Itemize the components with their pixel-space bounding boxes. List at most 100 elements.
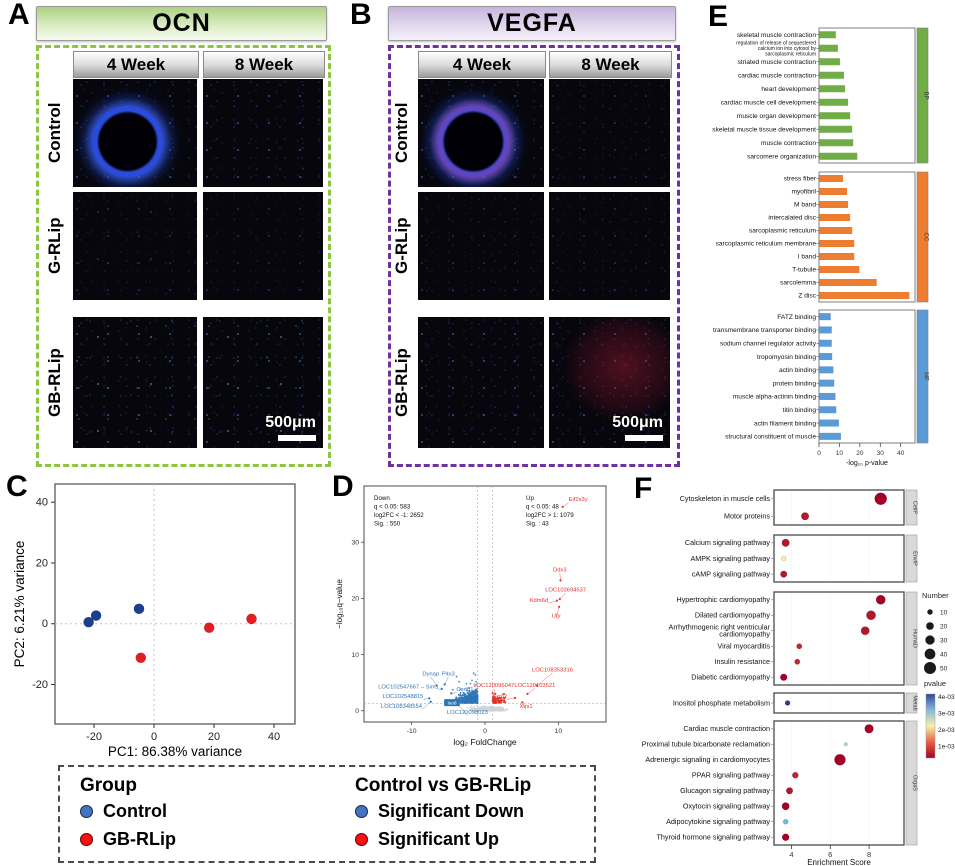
micrograph-vegfa-grlip-8w — [549, 192, 670, 300]
svg-text:muscle alpha-actinin binding: muscle alpha-actinin binding — [733, 394, 817, 401]
panel-b-row-label-gbrlip: GB-RLip — [392, 348, 411, 417]
svg-text:0: 0 — [151, 731, 157, 743]
svg-text:Adipocytokine signaling pathwa: Adipocytokine signaling pathway — [666, 817, 770, 826]
svg-text:Viral myocarditis: Viral myocarditis — [717, 642, 770, 651]
panel-a-col-header-4week: 4 Week — [73, 51, 199, 78]
svg-text:LOC120103521: LOC120103521 — [514, 683, 555, 689]
legend-item-sig-down: Significant Down — [355, 801, 524, 822]
svg-text:Cytoskeleton in muscle cells: Cytoskeleton in muscle cells — [680, 494, 771, 503]
svg-text:-log₁₀ p-value: -log₁₀ p-value — [846, 460, 888, 467]
svg-text:calcium ion into cytosol by: calcium ion into cytosol by — [758, 46, 817, 52]
svg-text:Inositol phosphate metabolism: Inositol phosphate metabolism — [673, 698, 770, 707]
legend-item-sig-down-label: Significant Down — [378, 801, 524, 821]
panel-a-row-label-grlip: G-RLip — [45, 217, 64, 275]
svg-text:structural constituent of musc: structural constituent of muscle — [725, 434, 816, 441]
svg-text:cAMP signaling pathway: cAMP signaling pathway — [692, 570, 771, 579]
go-enrichment-bars: BP skeletal muscle contraction regulation … — [700, 18, 955, 475]
micrograph-vegfa-gbrlip-4w — [418, 317, 544, 448]
svg-text:−log₁₀q−value: −log₁₀q−value — [335, 579, 344, 629]
svg-text:Oxytocin signaling pathway: Oxytocin signaling pathway — [683, 802, 771, 811]
svg-text:sarcolemma: sarcolemma — [780, 280, 816, 287]
svg-text:Hypertrophic cardiomyopathy: Hypertrophic cardiomyopathy — [677, 595, 771, 604]
panel-b-row-label-control: Control — [392, 102, 411, 164]
svg-text:sarcoplasmic reticulum: sarcoplasmic reticulum — [765, 51, 816, 57]
micrograph-ocn-control-4w — [73, 79, 197, 187]
svg-text:Kdm6d: Kdm6d — [530, 598, 548, 604]
svg-text:40: 40 — [897, 450, 905, 457]
svg-text:Dynap: Dynap — [422, 671, 439, 677]
svg-text:Pitx3: Pitx3 — [442, 671, 455, 677]
svg-text:CellP: CellP — [912, 501, 918, 514]
svg-text:M band: M band — [794, 202, 816, 209]
svg-text:4e-03: 4e-03 — [938, 694, 955, 701]
panel-a-box: 4 Week 8 Week Control G-RLip GB-RLip 500… — [36, 45, 331, 467]
panel-a-letter: A — [8, 0, 30, 31]
svg-text:40: 40 — [36, 497, 48, 509]
legend-item-control: Control — [80, 801, 167, 822]
svg-text:Up: Up — [526, 495, 534, 502]
svg-text:BP: BP — [923, 91, 929, 99]
svg-text:sarcoplasmic reticulum membran: sarcoplasmic reticulum membrane — [716, 241, 817, 248]
svg-text:10: 10 — [836, 450, 844, 457]
scale-bar-a-text: 500μm — [265, 414, 316, 431]
svg-text:2e-03: 2e-03 — [938, 727, 955, 734]
svg-text:regulation of release of seque: regulation of release of sequestered — [736, 41, 816, 47]
svg-text:Arrhythmogenic right ventricul: Arrhythmogenic right ventricular — [669, 623, 771, 632]
svg-text:LOC120098023: LOC120098023 — [447, 710, 488, 716]
svg-text:Insulin resistance: Insulin resistance — [714, 657, 770, 666]
sig-up-dot-icon — [355, 833, 368, 846]
panel-b-letter: B — [350, 0, 372, 31]
svg-text:intercalated disc: intercalated disc — [768, 215, 816, 222]
control-dot-icon — [80, 805, 93, 818]
panel-f-letter: F — [634, 472, 653, 505]
panel-b-col-header-4week: 4 Week — [418, 51, 546, 78]
svg-text:40: 40 — [268, 731, 280, 743]
panel-d-letter: D — [332, 470, 354, 503]
scale-bar-b: 500μm — [612, 414, 663, 441]
svg-text:LOC102547667 – Sim1: LOC102547667 – Sim1 — [378, 684, 439, 690]
svg-text:Diabetic cardiomyopathy: Diabetic cardiomyopathy — [691, 673, 770, 682]
svg-text:sarcomere organization: sarcomere organization — [747, 153, 816, 160]
panel-b-box: 4 Week 8 Week Control G-RLip GB-RLip 500… — [388, 45, 680, 467]
svg-text:Calcium signaling pathway: Calcium signaling pathway — [685, 538, 771, 547]
panel-c-letter: C — [6, 470, 28, 503]
svg-text:pvalue: pvalue — [924, 679, 946, 688]
svg-text:OrgaS: OrgaS — [912, 775, 918, 791]
svg-text:MF: MF — [923, 372, 929, 381]
svg-text:heart development: heart development — [761, 86, 816, 93]
svg-text:Motor proteins: Motor proteins — [724, 512, 770, 521]
svg-text:4: 4 — [789, 850, 793, 859]
svg-text:skeletal muscle contraction: skeletal muscle contraction — [737, 32, 816, 39]
svg-text:q < 0.05: 583: q < 0.05: 583 — [374, 504, 411, 511]
svg-text:Z disc: Z disc — [798, 293, 816, 300]
svg-text:Iso8: Iso8 — [447, 701, 456, 707]
svg-text:CC: CC — [923, 233, 929, 242]
kegg-dot-plot: CellP Cytoskeleton in muscle cells Motor p… — [630, 478, 955, 866]
svg-text:I band: I band — [798, 254, 817, 261]
sig-down-dot-icon — [355, 805, 368, 818]
svg-text:PPAR signaling pathway: PPAR signaling pathway — [692, 771, 771, 780]
svg-text:Proximal tubule bicarbonate re: Proximal tubule bicarbonate reclamation — [642, 740, 770, 749]
micrograph-vegfa-control-4w — [418, 79, 544, 187]
micrograph-ocn-grlip-8w — [203, 192, 323, 300]
svg-text:Glucagon signaling pathway: Glucagon signaling pathway — [680, 786, 770, 795]
svg-text:FATZ binding: FATZ binding — [777, 314, 816, 321]
svg-text:20: 20 — [856, 450, 864, 457]
svg-text:Csrtd1: Csrtd1 — [456, 687, 473, 693]
svg-text:Xirs1: Xirs1 — [519, 704, 532, 710]
svg-text:LOC108348554: LOC108348554 — [381, 704, 423, 710]
svg-text:protein binding: protein binding — [773, 380, 817, 387]
micrograph-ocn-control-8w — [203, 79, 323, 187]
svg-text:-20: -20 — [86, 731, 102, 743]
svg-text:20: 20 — [940, 623, 948, 630]
micrograph-ocn-gbrlip-4w — [73, 317, 197, 448]
svg-text:LOC102548815: LOC102548815 — [382, 694, 423, 700]
micrograph-ocn-grlip-4w — [73, 192, 197, 300]
svg-text:50: 50 — [940, 665, 948, 672]
svg-text:0: 0 — [355, 708, 359, 715]
svg-text:8: 8 — [867, 850, 871, 859]
svg-text:EnvIP: EnvIP — [912, 551, 918, 566]
svg-text:10: 10 — [351, 652, 359, 659]
gbrlip-dot-icon — [80, 833, 93, 846]
scale-bar-a-line — [278, 435, 316, 441]
